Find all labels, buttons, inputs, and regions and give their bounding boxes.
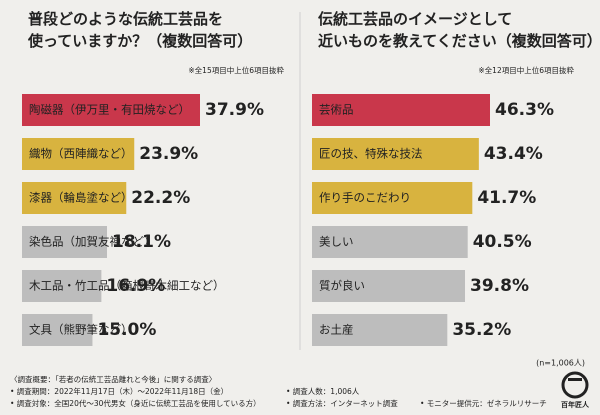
bar-label: 美しい (319, 235, 354, 249)
logo-mark (561, 371, 589, 399)
survey-item: • 調査対象：全国20代〜30代男女（身近に伝統工芸品を使用している方） (10, 398, 261, 408)
value-label: 41.7% (477, 188, 536, 208)
bar-label: 芸術品 (319, 103, 354, 117)
bar (312, 182, 473, 214)
chart-title: 普段どのような伝統工芸品を (28, 10, 223, 28)
value-label: 46.3% (495, 100, 554, 120)
bar-label: 漆器（輪島塗など） (29, 191, 133, 205)
chart-title: 使っていますか？（複数回答可） (27, 32, 252, 50)
value-label: 16.9% (106, 276, 165, 296)
bar (312, 270, 466, 302)
value-label: 22.2% (131, 188, 190, 208)
value-label: 15.0% (97, 320, 156, 340)
bar (22, 94, 200, 126)
bar-label: 染色品（加賀友禅など） (29, 235, 156, 249)
value-label: 39.8% (470, 276, 529, 296)
bar-label: 文具（熊野筆など） (29, 323, 133, 337)
bar (22, 270, 102, 302)
value-label: 43.4% (484, 144, 543, 164)
value-label: 23.9% (139, 144, 198, 164)
bar-label: 陶磁器（伊万里・有田焼など） (29, 103, 190, 117)
bar-label: お土産 (319, 323, 354, 337)
bar-label: 匠の技、特殊な技法 (319, 147, 423, 161)
bar (312, 314, 448, 346)
survey-item: • 調査方法：インターネット調査 (286, 398, 398, 408)
chart-note: ※全15項目中上位6項目抜粋 (188, 65, 284, 75)
survey-item: • 調査人数：1,006人 (286, 386, 360, 396)
value-label: 18.1% (112, 232, 171, 252)
bar (312, 138, 479, 170)
bar-label: 質が良い (319, 279, 365, 293)
bar (312, 94, 490, 126)
bar (22, 226, 108, 258)
bar (22, 314, 93, 346)
survey-item: • 調査期間：2022年11月17日（木）〜2022年11月18日（金） (10, 386, 228, 396)
bar-label: 織物（西陣織など） (29, 147, 133, 161)
bar (22, 182, 127, 214)
bar (312, 226, 468, 258)
bar (22, 138, 135, 170)
bar-label: 木工品・竹工品（箱根寄木細工など） (29, 279, 225, 293)
chart-note: ※全12項目中上位6項目抜粋 (478, 65, 574, 75)
value-label: 40.5% (473, 232, 532, 252)
logo-mark (568, 378, 582, 381)
chart-title: 伝統工芸品のイメージとして (318, 10, 512, 28)
survey-heading: 〈調査概要：「若者の伝統工芸品離れと今後」に関する調査〉 (10, 374, 216, 384)
logo-text: 百年匠人 (561, 400, 590, 409)
survey-item: • モニター提供元：ゼネラルリサーチ (420, 398, 547, 408)
value-label: 37.9% (205, 100, 264, 120)
chart-title: 近いものを教えてください（複数回答可） (318, 32, 600, 50)
value-label: 35.2% (452, 320, 511, 340)
bar-label: 作り手のこだわり (319, 191, 411, 205)
sample-size: (n=1,006人) (536, 359, 585, 368)
